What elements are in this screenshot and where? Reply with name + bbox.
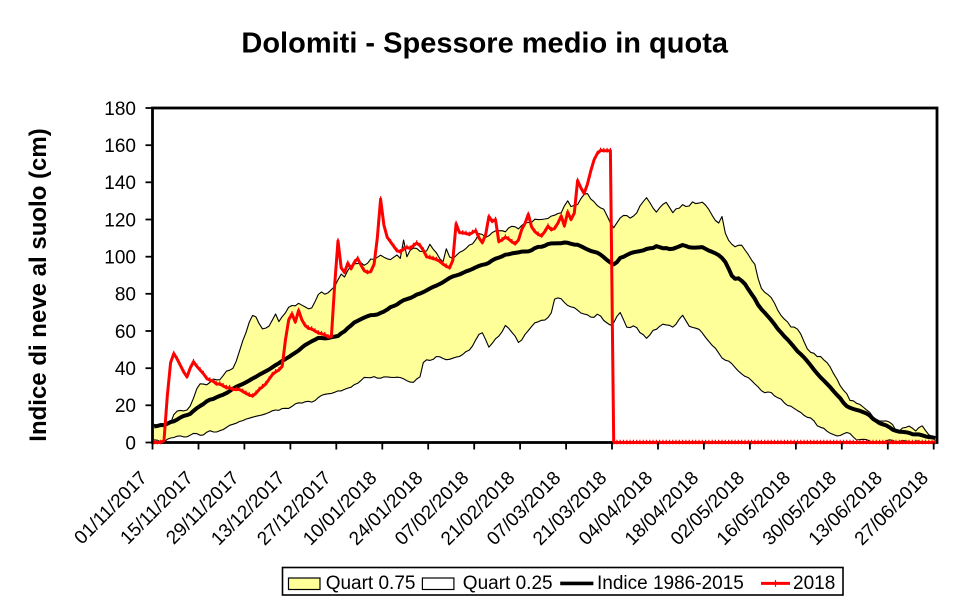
svg-text:2018: 2018	[793, 573, 835, 594]
svg-text:Dolomiti - Spessore medio in q: Dolomiti - Spessore medio in quota	[241, 28, 728, 60]
svg-text:140: 140	[104, 173, 136, 194]
svg-text:Quart 0.25: Quart 0.25	[463, 573, 553, 594]
svg-text:Indice 1986-2015: Indice 1986-2015	[597, 573, 744, 594]
svg-text:Quart 0.75: Quart 0.75	[326, 573, 416, 594]
svg-text:0: 0	[125, 433, 136, 454]
svg-text:180: 180	[104, 99, 136, 120]
svg-text:100: 100	[104, 248, 136, 269]
svg-text:20: 20	[115, 396, 136, 417]
svg-text:Indice di neve al suolo (cm): Indice di neve al suolo (cm)	[25, 128, 52, 441]
svg-text:120: 120	[104, 210, 136, 231]
svg-text:160: 160	[104, 136, 136, 157]
svg-text:80: 80	[115, 285, 136, 306]
svg-text:40: 40	[115, 359, 136, 380]
svg-text:60: 60	[115, 322, 136, 343]
